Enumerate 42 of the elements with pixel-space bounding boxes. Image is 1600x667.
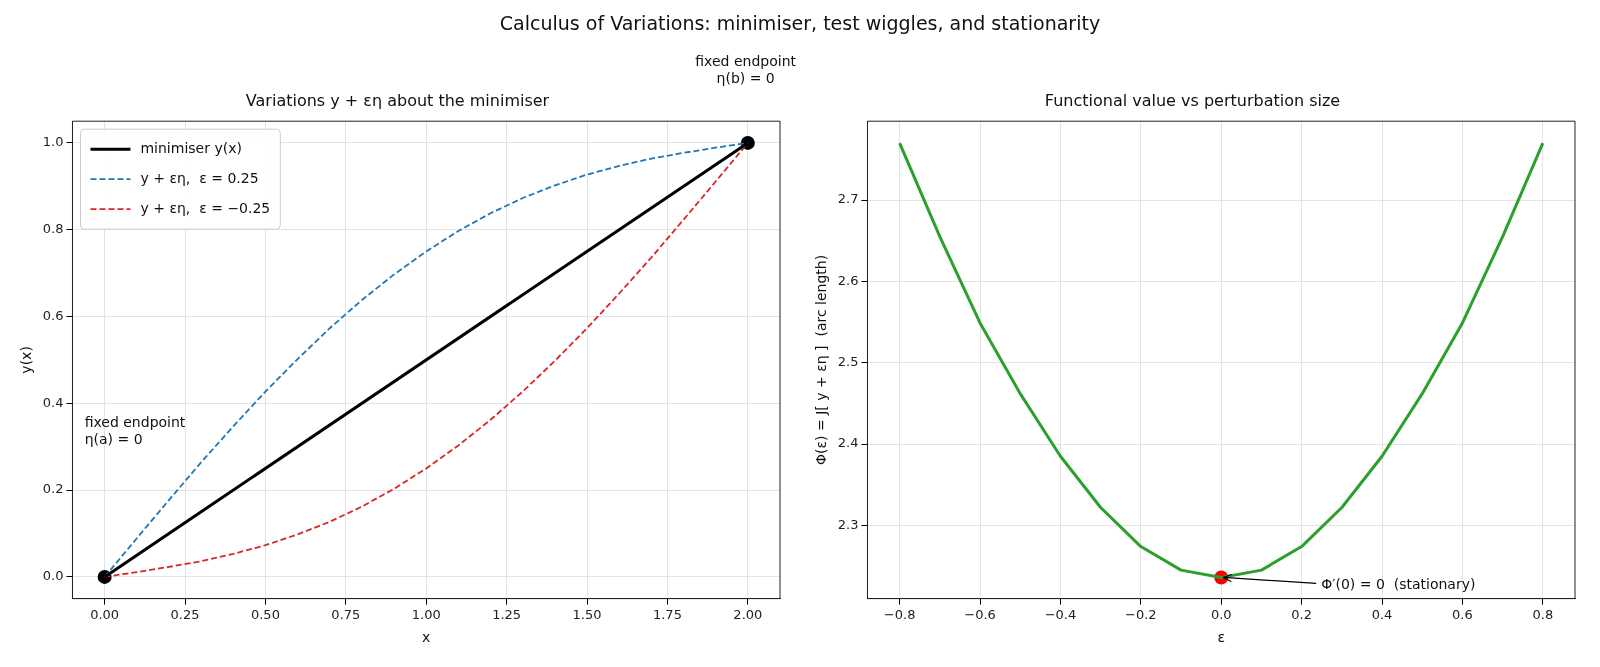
x-axis-title: ε bbox=[1217, 629, 1226, 646]
x-tick-label: 1.50 bbox=[572, 606, 602, 622]
y-tick-label: 2.7 bbox=[837, 191, 859, 207]
legend-label: minimiser y(x) bbox=[140, 139, 242, 156]
chart-title: Variations y + εη about the minimiser bbox=[245, 90, 550, 110]
legend-label: y + εη, ε = 0.25 bbox=[140, 169, 259, 186]
x-tick-label: 0.25 bbox=[170, 606, 200, 622]
x-tick-label: 1.75 bbox=[652, 606, 682, 622]
legend-label: y + εη, ε = −0.25 bbox=[140, 199, 271, 216]
x-tick-label: 0.0 bbox=[1210, 606, 1232, 622]
x-tick-label: 0.50 bbox=[250, 606, 280, 622]
x-tick-label: −0.6 bbox=[964, 606, 996, 622]
annotation: fixed endpoint η(a) = 0 bbox=[84, 413, 186, 447]
chart-title: Functional value vs perturbation size bbox=[1044, 90, 1341, 110]
x-axis-title: x bbox=[422, 629, 431, 646]
y-tick-label: 0.2 bbox=[42, 481, 64, 497]
x-tick-label: −0.2 bbox=[1125, 606, 1157, 622]
y-tick-label: 2.3 bbox=[837, 516, 859, 532]
x-tick-label: 0.6 bbox=[1452, 606, 1473, 622]
x-tick-label: 0.00 bbox=[90, 606, 120, 622]
x-tick-label: 1.25 bbox=[492, 606, 522, 622]
y-tick-label: 0.8 bbox=[42, 221, 64, 237]
y-axis-title: y(x) bbox=[18, 346, 35, 374]
x-tick-label: 0.4 bbox=[1371, 606, 1393, 622]
x-tick-label: 0.8 bbox=[1532, 606, 1554, 622]
text: Calculus of Variations: minimiser, test wiggles, and stationarity bbox=[498, 11, 1102, 36]
x-tick-label: −0.4 bbox=[1044, 606, 1077, 622]
x-tick-label: 1.00 bbox=[411, 606, 441, 622]
x-tick-label: 0.75 bbox=[331, 606, 361, 622]
x-tick-label: −0.8 bbox=[883, 606, 916, 622]
y-tick-label: 1.0 bbox=[42, 134, 64, 150]
text: fixed endpoint η(b) = 0 bbox=[695, 53, 797, 86]
y-tick-label: 2.5 bbox=[837, 354, 859, 370]
y-tick-label: 0.0 bbox=[42, 568, 64, 584]
x-tick-label: 2.00 bbox=[733, 606, 763, 622]
x-tick-label: 0.2 bbox=[1291, 606, 1312, 622]
y-tick-label: 0.6 bbox=[42, 307, 64, 323]
y-tick-label: 0.4 bbox=[42, 394, 64, 410]
y-axis-title: Φ(ε) = J[ y + εη ] (arc length) bbox=[813, 254, 830, 465]
annotation: Φ′(0) = 0 (stationary) bbox=[1321, 576, 1476, 593]
y-tick-label: 2.6 bbox=[837, 272, 859, 288]
y-tick-label: 2.4 bbox=[837, 435, 859, 451]
